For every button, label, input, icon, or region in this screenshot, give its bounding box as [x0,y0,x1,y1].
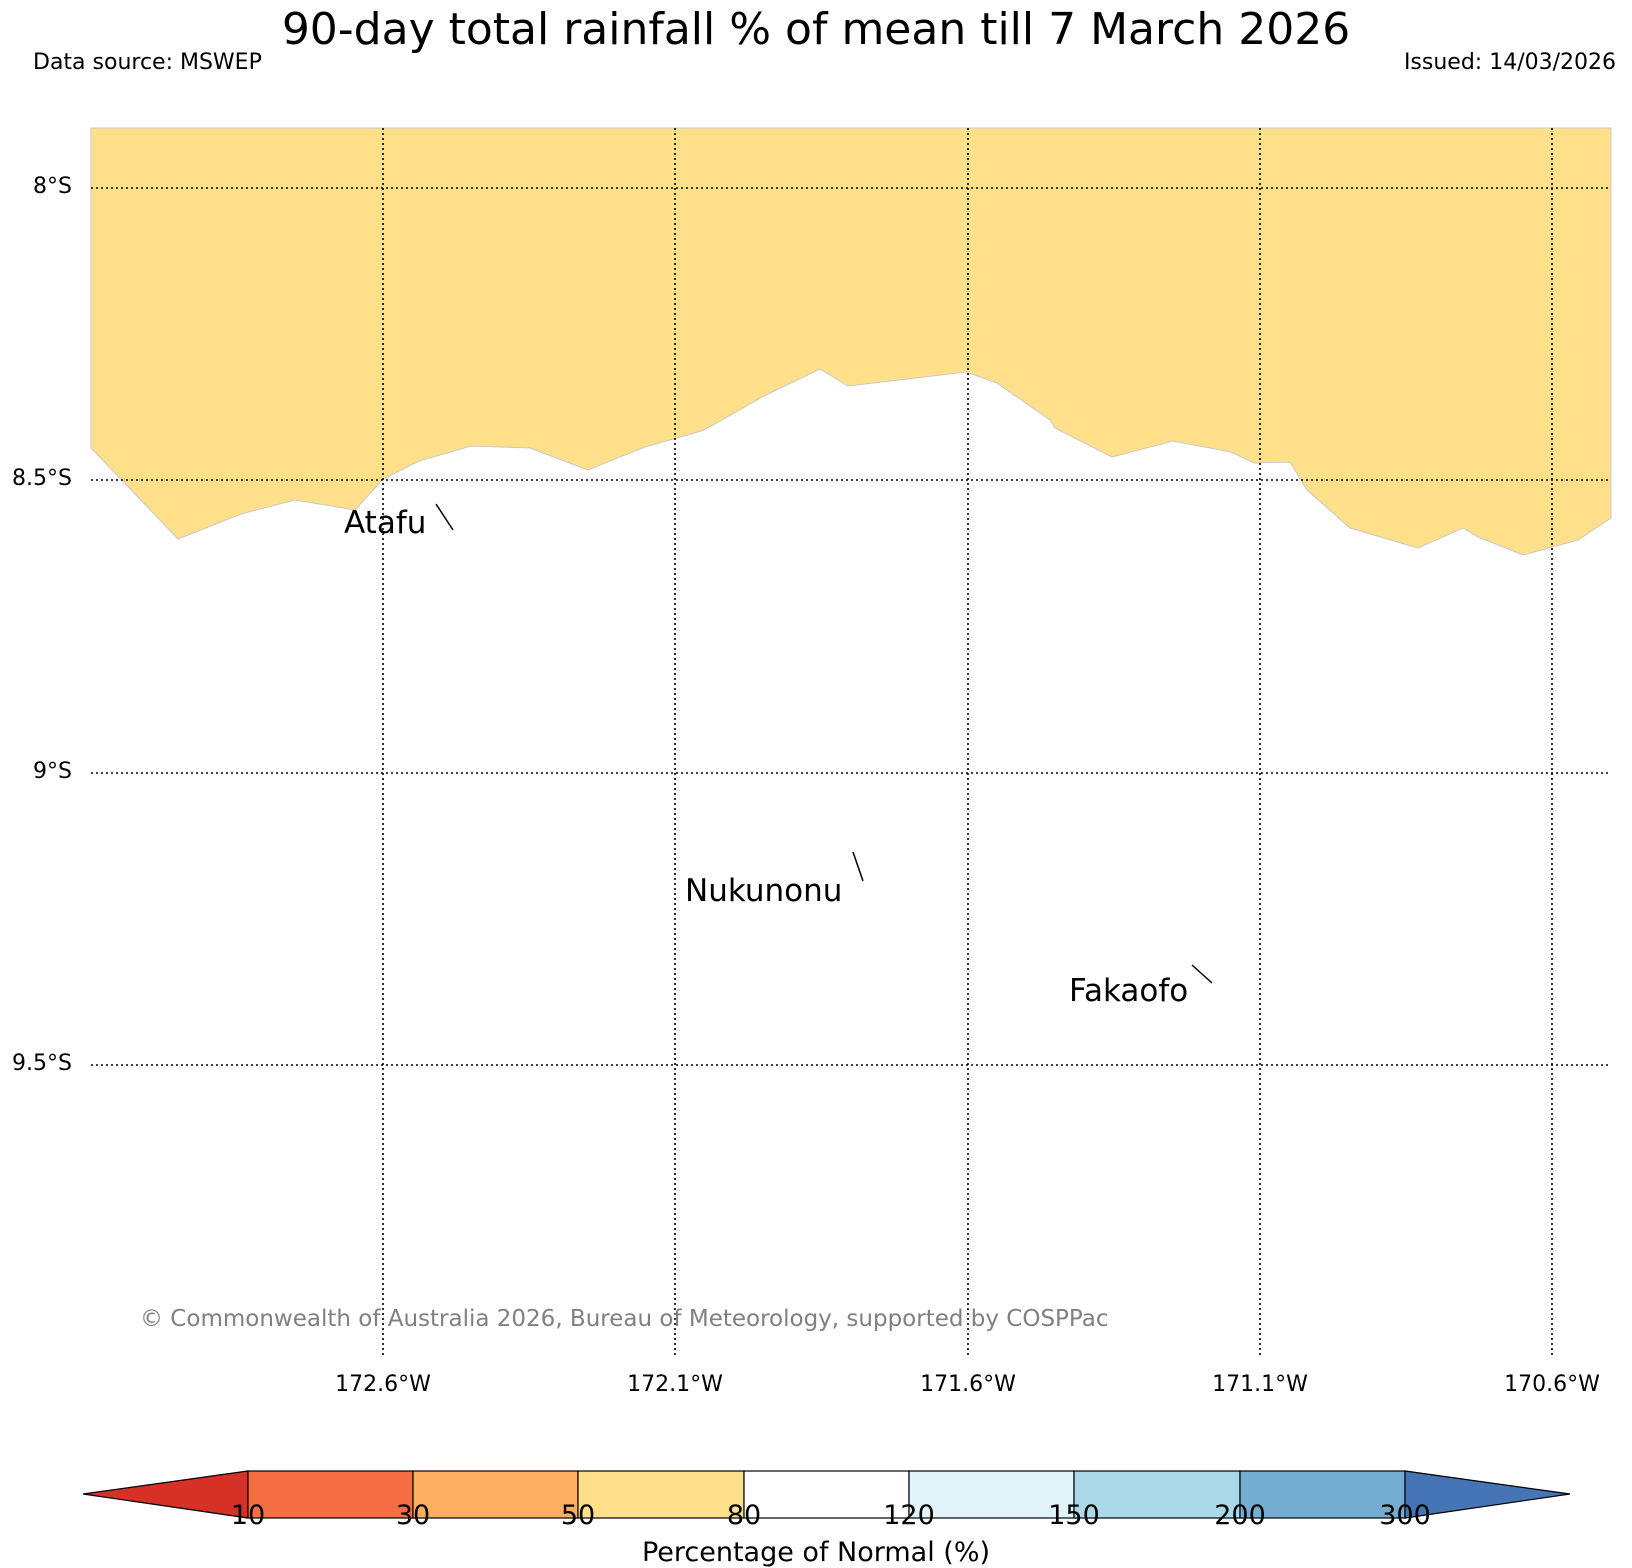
colorbar-tick-80: 80 [726,1500,762,1531]
rainfall-region-50-80 [90,127,1612,556]
lon-label-172-1w: 172.1°W [627,1372,723,1397]
colorbar-tick-50: 50 [560,1500,596,1531]
copyright-notice: © Commonwealth of Australia 2026, Bureau… [140,1306,1109,1332]
colorbar-bin-120-150 [908,1470,1075,1519]
lat-label-8-5s: 8.5°S [12,466,72,491]
place-label-fakaofo: Fakaofo [1069,973,1189,1009]
lat-label-9s: 9°S [33,759,72,784]
colorbar-bin-80-120 [743,1470,910,1519]
colorbar-extend-high [1404,1470,1571,1519]
lat-label-9-5s: 9.5°S [12,1051,72,1076]
issued-date-label: Issued: 14/03/2026 [1403,50,1616,75]
fakaofo-island-shape [1191,964,1213,984]
colorbar-bin-200-300 [1239,1470,1406,1519]
lon-label-170-6w: 170.6°W [1504,1372,1600,1397]
place-label-atafu: Atafu [344,505,427,541]
lon-label-172-6w: 172.6°W [335,1372,431,1397]
lon-label-171-1w: 171.1°W [1212,1372,1308,1397]
latitude-gridlines [91,187,1611,1066]
place-label-nukunonu: Nukunonu [685,873,843,909]
colorbar-tick-10: 10 [230,1500,266,1531]
colorbar-title: Percentage of Normal (%) [641,1537,991,1568]
colorbar-tick-120: 120 [883,1500,935,1531]
lon-label-171-6w: 171.6°W [920,1372,1016,1397]
colorbar-tick-150: 150 [1048,1500,1100,1531]
lat-label-8s: 8°S [33,174,72,199]
map-title: 90-day total rainfall % of mean till 7 M… [281,4,1351,55]
longitude-gridlines [382,128,1553,1358]
nukunonu-island-shape [852,851,864,882]
colorbar-tick-30: 30 [395,1500,431,1531]
colorbar-bin-50-80 [577,1470,745,1519]
colorbar-bin-150-200 [1073,1470,1241,1519]
atafu-island-shape [435,503,454,531]
colorbar [82,1470,1571,1519]
colorbar-tick-200: 200 [1214,1500,1266,1531]
data-source-label: Data source: MSWEP [33,50,262,75]
colorbar-tick-300: 300 [1379,1500,1431,1531]
